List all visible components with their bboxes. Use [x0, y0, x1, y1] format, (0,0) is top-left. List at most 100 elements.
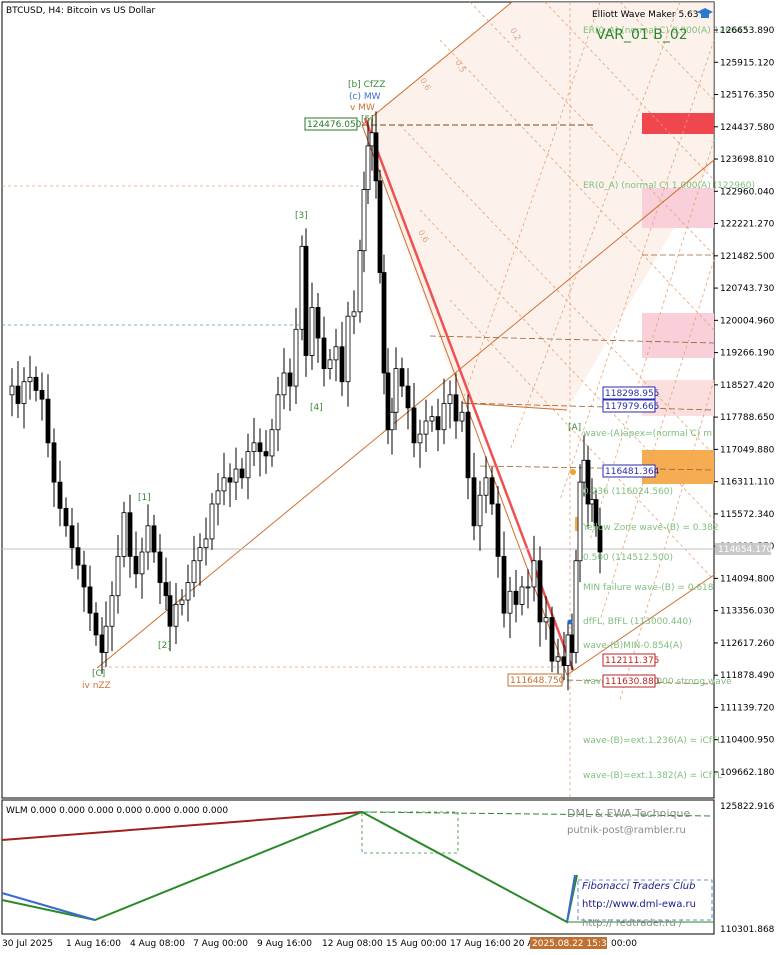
- candle-bull: [573, 560, 579, 653]
- candle-bull: [309, 307, 315, 356]
- candle-bull: [459, 411, 465, 422]
- level-label: ER(0_A) (normal C) 0,000(A) 126643: [583, 26, 748, 36]
- candle-bear: [569, 634, 575, 653]
- price-tick-label: 120004.960: [720, 316, 775, 326]
- candle-bear: [513, 590, 519, 605]
- price-tick-label: 111139.720: [720, 703, 775, 713]
- price-tick-label: 117788.650: [720, 413, 775, 423]
- candle-bear: [51, 442, 57, 483]
- current-price-label: 114654.170: [718, 545, 773, 555]
- candle-bull: [447, 394, 453, 404]
- candle-bull: [293, 328, 299, 387]
- price-tick-label: 117049.880: [720, 445, 775, 455]
- candle-bull: [203, 538, 209, 549]
- candle-bull: [477, 494, 483, 527]
- url1-label[interactable]: http://www.dml-ewa.ru: [582, 899, 696, 910]
- time-axis: 30 Jul 2025 1 Aug 16:00 4 Aug 08:00 7 Aug 0…: [2, 939, 534, 949]
- wlm-blue-line: [1, 892, 96, 921]
- symbol-title: BTCUSD, H4: Bitcoin vs US Dollar: [6, 6, 155, 16]
- candle-bear: [69, 525, 75, 549]
- candle-bear: [239, 468, 245, 479]
- level-label: ER(0_A) (normal C) 1,000(A) (122960): [583, 181, 755, 191]
- indicator-box: [361, 811, 459, 854]
- candle-bull: [389, 411, 395, 431]
- candle-bear: [435, 416, 441, 431]
- candle-bear: [495, 503, 501, 557]
- level-label: wave-(B)=ext.1.382(A) = iCfFL: [583, 771, 722, 781]
- zone-red: [642, 113, 714, 134]
- indicator-axis-low: 110301.868: [720, 925, 775, 935]
- url2-label[interactable]: http:// redtrader.ru /: [582, 918, 683, 929]
- candle-bull: [525, 586, 531, 589]
- candle-bear: [377, 180, 383, 273]
- candle-bear: [227, 477, 233, 483]
- candle-bear: [321, 337, 327, 369]
- indicator-title: WLM 0.000 0.000 0.000 0.000 0.000 0.000 …: [6, 806, 228, 816]
- candle-bull: [197, 547, 203, 562]
- time-tick-label: 1 Aug 16:00: [66, 939, 121, 949]
- zone-yellow-marker: [575, 517, 579, 531]
- candle-bear: [453, 394, 459, 422]
- level-label: wave-(B)=ext.1.000 strong wave: [583, 677, 732, 687]
- candle-bull: [441, 403, 447, 431]
- candle-bull: [365, 145, 371, 190]
- ewm-title: Elliott Wave Maker 5.63: [592, 10, 698, 20]
- candle-bear: [561, 656, 567, 666]
- indicator-frame: [1, 799, 715, 935]
- zone-pink-1: [642, 188, 714, 228]
- candle-bull: [351, 311, 357, 317]
- candle-bear: [257, 442, 263, 452]
- hat-icon: [697, 8, 713, 18]
- candle-bull: [417, 433, 423, 444]
- price-tick-label: 125176.350: [720, 91, 775, 101]
- level-label: wave-(B)=ext.1.236(A) = iCfFL: [583, 736, 722, 746]
- price-tick-label: 122960.040: [720, 187, 775, 197]
- candle-bull: [393, 368, 399, 413]
- candle-bear: [549, 617, 555, 662]
- wlm-blue-tail: [566, 874, 576, 923]
- candle-bear: [133, 555, 139, 575]
- candle-bull: [369, 132, 375, 147]
- club-label: Fibonacci Traders Club: [582, 881, 695, 892]
- candle-bear: [501, 555, 507, 614]
- var-label: VAR_01 B_02: [596, 27, 688, 43]
- wave-label-3: [3]: [295, 211, 308, 221]
- candle-bear: [75, 547, 81, 566]
- candle-bear: [405, 385, 411, 409]
- price-tick-label: 123698.810: [720, 155, 775, 165]
- candle-bear: [93, 612, 99, 636]
- candle-bull: [327, 359, 333, 369]
- level-label: wave-(B)MIN-0.854(A): [583, 641, 683, 651]
- candle-bull: [483, 477, 489, 496]
- candle-bull: [115, 555, 121, 597]
- candle-bull: [173, 604, 179, 627]
- cursor-time-tag: [530, 937, 607, 949]
- candle-bull: [519, 586, 525, 605]
- wlm-red-line: [1, 811, 363, 841]
- candle-bear: [15, 385, 21, 404]
- candle-bear: [151, 525, 157, 553]
- price-tick-label: 119266.190: [720, 349, 775, 359]
- high-price-box: 124476.050: [307, 120, 362, 130]
- zone-pink-2: [642, 313, 714, 358]
- candle-bull: [299, 245, 305, 330]
- marker-dot-blue: [567, 619, 573, 625]
- fib-channel-area: [362, 2, 714, 410]
- price-boxes: 124476.050 111648.750 118298.955 117979.…: [304, 117, 660, 688]
- wave-label-c: [C]: [92, 669, 105, 679]
- candle-bull: [245, 451, 251, 479]
- time-tick-label: 4 Aug 08:00: [130, 939, 185, 949]
- brand-label: DML & EWA Technique: [567, 807, 691, 820]
- level-label: 0.500 (114512.500): [583, 553, 673, 563]
- candle-bear: [381, 272, 387, 374]
- price-tick-label: 118527.420: [720, 381, 775, 391]
- wave-label-v-mw: v MW: [350, 103, 375, 113]
- candle-bear: [315, 307, 321, 339]
- time-tick-label: 9 Aug 16:00: [257, 939, 312, 949]
- candle-bear: [45, 398, 51, 444]
- time-tick-label: 17 Aug 16:00: [450, 939, 511, 949]
- candle-bear: [263, 451, 269, 457]
- candle-bull: [191, 560, 197, 583]
- price-box-1: 118298.955: [605, 389, 659, 399]
